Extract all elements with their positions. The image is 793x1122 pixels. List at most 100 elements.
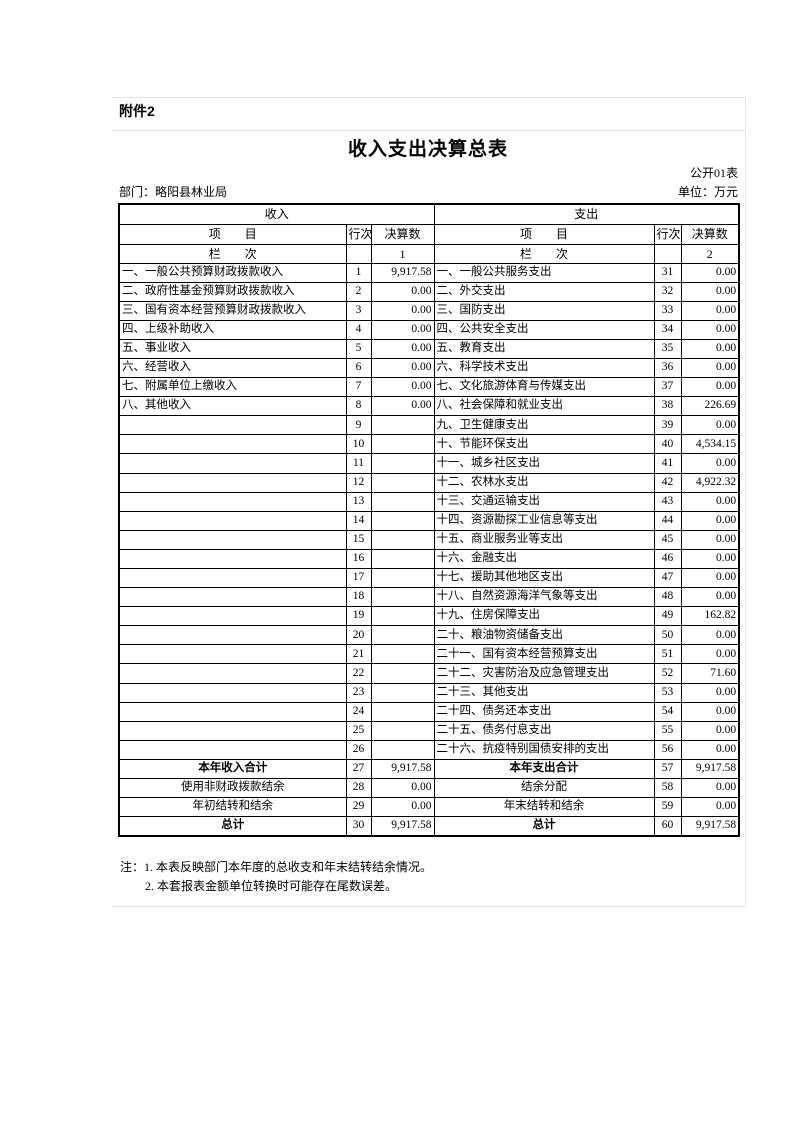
income-line-cell: 3 — [345, 300, 372, 321]
expense-amount-cell: 0.00 — [680, 797, 740, 818]
income-item-cell — [118, 453, 347, 474]
expense-col-index-blank — [653, 243, 682, 264]
income-item-cell — [118, 739, 347, 760]
income-amount-cell — [370, 567, 435, 589]
expense-section-header: 支出 — [433, 203, 740, 225]
expense-amount-cell: 0.00 — [680, 491, 740, 512]
table-row: 七、附属单位上缴收入 7 0.00 七、文化旅游体育与传媒支出 37 0.00 — [118, 377, 740, 398]
income-amount-cell: 0.00 — [370, 300, 435, 321]
table-row: 16 十六、金融支出 46 0.00 — [118, 548, 740, 570]
expense-item-cell: 二十四、债务还本支出 — [433, 701, 655, 722]
expense-line-cell: 57 — [653, 758, 682, 780]
table-row: 八、其他收入 8 0.00 八、社会保障和就业支出 38 226.69 — [118, 396, 740, 417]
faint-gridline-under-attachment — [112, 130, 746, 131]
income-col-amount-header: 决算数 — [370, 223, 435, 245]
expense-line-cell: 42 — [653, 472, 682, 493]
expense-item-cell: 结余分配 — [433, 778, 655, 799]
expense-item-cell: 二十、粮油物资储备支出 — [433, 625, 655, 646]
expense-amount-cell: 0.00 — [680, 739, 740, 760]
expense-line-cell: 52 — [653, 663, 682, 684]
income-line-cell: 30 — [345, 816, 372, 837]
expense-item-cell: 二十六、抗疫特别国债安排的支出 — [433, 739, 655, 760]
income-line-cell: 22 — [345, 663, 372, 684]
expense-amount-cell: 162.82 — [680, 606, 740, 627]
table-row: 22 二十二、灾害防治及应急管理支出 52 71.60 — [118, 663, 740, 684]
income-amount-cell — [370, 548, 435, 570]
table-row: 10 十、节能环保支出 40 4,534.15 — [118, 434, 740, 455]
income-line-cell: 24 — [345, 701, 372, 722]
income-col-line-header: 行次 — [345, 223, 372, 245]
expense-line-cell: 31 — [653, 262, 682, 283]
table-row: 四、上级补助收入 4 0.00 四、公共安全支出 34 0.00 — [118, 319, 740, 340]
expense-amount-cell: 0.00 — [680, 453, 740, 474]
income-amount-cell — [370, 701, 435, 722]
income-amount-cell: 9,917.58 — [370, 262, 435, 283]
income-amount-cell: 0.00 — [370, 357, 435, 379]
income-item-cell — [118, 720, 347, 741]
income-col-item-header: 项 目 — [118, 223, 347, 245]
expense-line-cell: 60 — [653, 816, 682, 837]
expense-item-cell: 四、公共安全支出 — [433, 319, 655, 340]
table-row: 24 二十四、债务还本支出 54 0.00 — [118, 701, 740, 722]
income-line-cell: 25 — [345, 720, 372, 741]
income-line-cell: 8 — [345, 396, 372, 417]
table-row: 年初结转和结余 29 0.00 年末结转和结余 59 0.00 — [118, 797, 740, 818]
expense-line-cell: 54 — [653, 701, 682, 722]
table-row: 23 二十三、其他支出 53 0.00 — [118, 682, 740, 703]
expense-line-cell: 44 — [653, 510, 682, 531]
income-item-cell — [118, 644, 347, 665]
income-line-cell: 9 — [345, 415, 372, 436]
table-row: 14 十四、资源勘探工业信息等支出 44 0.00 — [118, 510, 740, 531]
income-item-cell — [118, 529, 347, 550]
income-line-cell: 14 — [345, 510, 372, 531]
expense-item-cell: 二、外交支出 — [433, 281, 655, 302]
table-row: 18 十八、自然资源海洋气象等支出 48 0.00 — [118, 587, 740, 608]
table-row: 三、国有资本经营预算财政拨款收入 3 0.00 三、国防支出 33 0.00 — [118, 300, 740, 321]
section-header-row: 收入 支出 — [118, 203, 740, 225]
expense-line-cell: 45 — [653, 529, 682, 550]
table-row: 17 十七、援助其他地区支出 47 0.00 — [118, 567, 740, 589]
income-line-cell: 16 — [345, 548, 372, 570]
expense-line-cell: 50 — [653, 625, 682, 646]
column-index-row: 栏 次 1 栏 次 2 — [118, 243, 740, 264]
income-line-cell: 27 — [345, 758, 372, 780]
income-item-cell: 年初结转和结余 — [118, 797, 347, 818]
income-line-cell: 15 — [345, 529, 372, 550]
income-col-index-blank — [345, 243, 372, 264]
expense-amount-cell: 0.00 — [680, 281, 740, 302]
income-amount-cell — [370, 587, 435, 608]
income-item-cell: 使用非财政拨款结余 — [118, 778, 347, 799]
faint-gridline-bottom — [112, 906, 746, 907]
expense-line-cell: 41 — [653, 453, 682, 474]
table-row: 本年收入合计 27 9,917.58 本年支出合计 57 9,917.58 — [118, 758, 740, 780]
expense-item-cell: 十二、农林水支出 — [433, 472, 655, 493]
income-line-cell: 4 — [345, 319, 372, 340]
income-amount-cell — [370, 491, 435, 512]
expense-amount-cell: 4,534.15 — [680, 434, 740, 455]
expense-col-index-label: 栏 次 — [433, 243, 655, 264]
expense-item-cell: 十九、住房保障支出 — [433, 606, 655, 627]
faint-gridline-right — [745, 97, 746, 906]
department-label: 部门：略阳县林业局 — [119, 185, 228, 199]
income-line-cell: 6 — [345, 357, 372, 379]
column-header-row: 项 目 行次 决算数 项 目 行次 决算数 — [118, 223, 740, 245]
expense-item-cell: 十七、援助其他地区支出 — [433, 567, 655, 589]
income-item-cell: 三、国有资本经营预算财政拨款收入 — [118, 300, 347, 321]
table-row: 一、一般公共预算财政拨款收入 1 9,917.58 一、一般公共服务支出 31 0.00 — [118, 262, 740, 283]
expense-line-cell: 51 — [653, 644, 682, 665]
expense-amount-cell: 71.60 — [680, 663, 740, 684]
expense-item-cell: 一、一般公共服务支出 — [433, 262, 655, 283]
expense-line-cell: 43 — [653, 491, 682, 512]
income-item-cell — [118, 701, 347, 722]
expense-line-cell: 55 — [653, 720, 682, 741]
expense-item-cell: 六、科学技术支出 — [433, 357, 655, 379]
table-row: 20 二十、粮油物资储备支出 50 0.00 — [118, 625, 740, 646]
income-item-cell — [118, 682, 347, 703]
expense-line-cell: 58 — [653, 778, 682, 799]
income-amount-cell — [370, 472, 435, 493]
expense-item-cell: 本年支出合计 — [433, 758, 655, 780]
table-row: 总计 30 9,917.58 总计 60 9,917.58 — [118, 816, 740, 837]
expense-item-cell: 总计 — [433, 816, 655, 837]
income-line-cell: 28 — [345, 778, 372, 799]
expense-col-index: 2 — [680, 243, 740, 264]
